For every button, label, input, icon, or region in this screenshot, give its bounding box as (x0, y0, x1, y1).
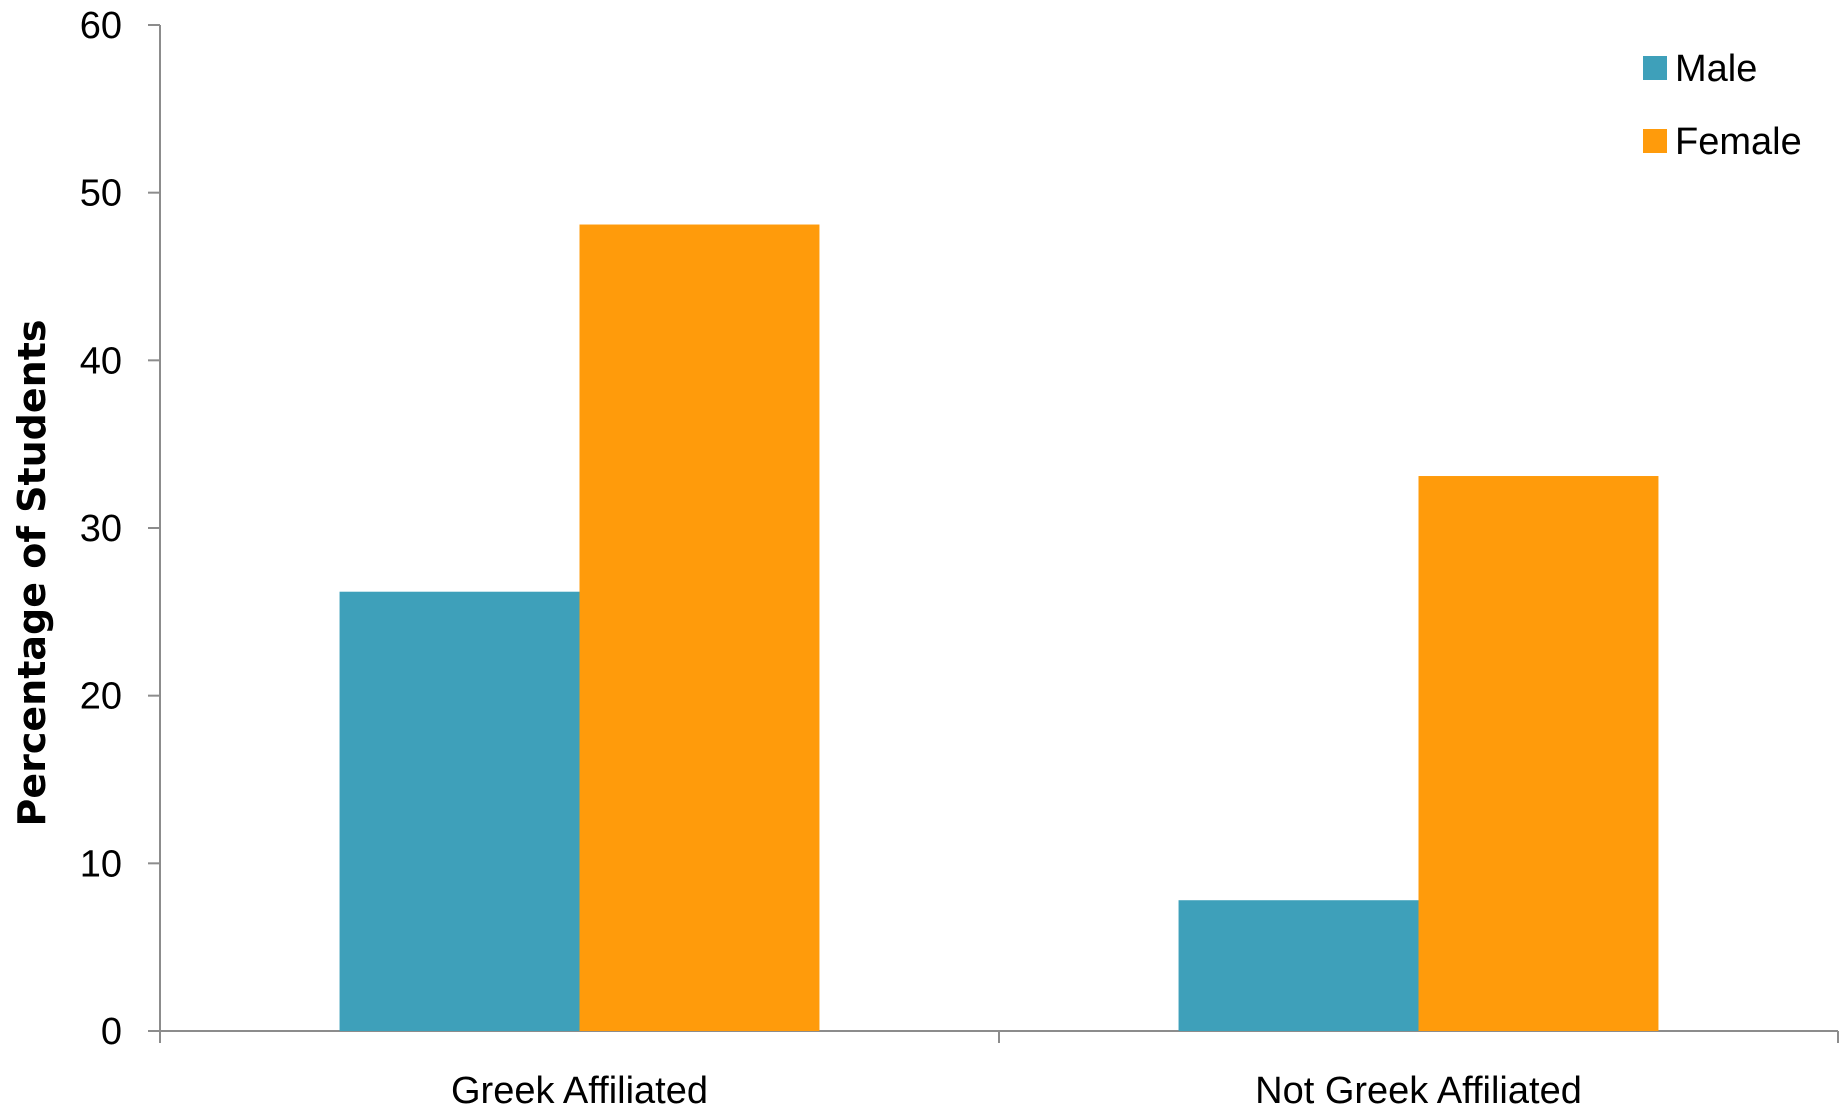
bar-female-0 (579, 224, 820, 1032)
y-tick-label: 0 (101, 1011, 122, 1053)
y-tick-label: 40 (80, 340, 122, 382)
y-ticks: 0 10 20 30 40 50 60 (80, 5, 160, 1053)
bar-male-1 (1178, 900, 1419, 1031)
y-axis-title: Percentage of Students (10, 320, 54, 827)
x-tick-label: Not Greek Affiliated (1255, 1070, 1582, 1111)
y-tick-label: 20 (80, 676, 122, 718)
legend-label-female: Female (1675, 121, 1802, 163)
legend-swatch-female (1643, 129, 1667, 153)
x-ticks (159, 1031, 1839, 1043)
legend-swatch-male (1643, 56, 1667, 80)
bar-female-1 (1418, 476, 1659, 1032)
legend: Male Female (1643, 48, 1802, 163)
legend-label-male: Male (1675, 48, 1757, 90)
y-tick-label: 60 (80, 5, 122, 47)
x-tick-labels: Greek Affiliated Not Greek Affiliated (451, 1070, 1582, 1111)
bars (339, 224, 1659, 1032)
y-tick-label: 50 (80, 173, 122, 215)
y-tick-label: 30 (80, 508, 122, 550)
y-tick-label: 10 (80, 843, 122, 885)
bar-male-0 (339, 591, 580, 1031)
x-tick-label: Greek Affiliated (451, 1070, 708, 1111)
